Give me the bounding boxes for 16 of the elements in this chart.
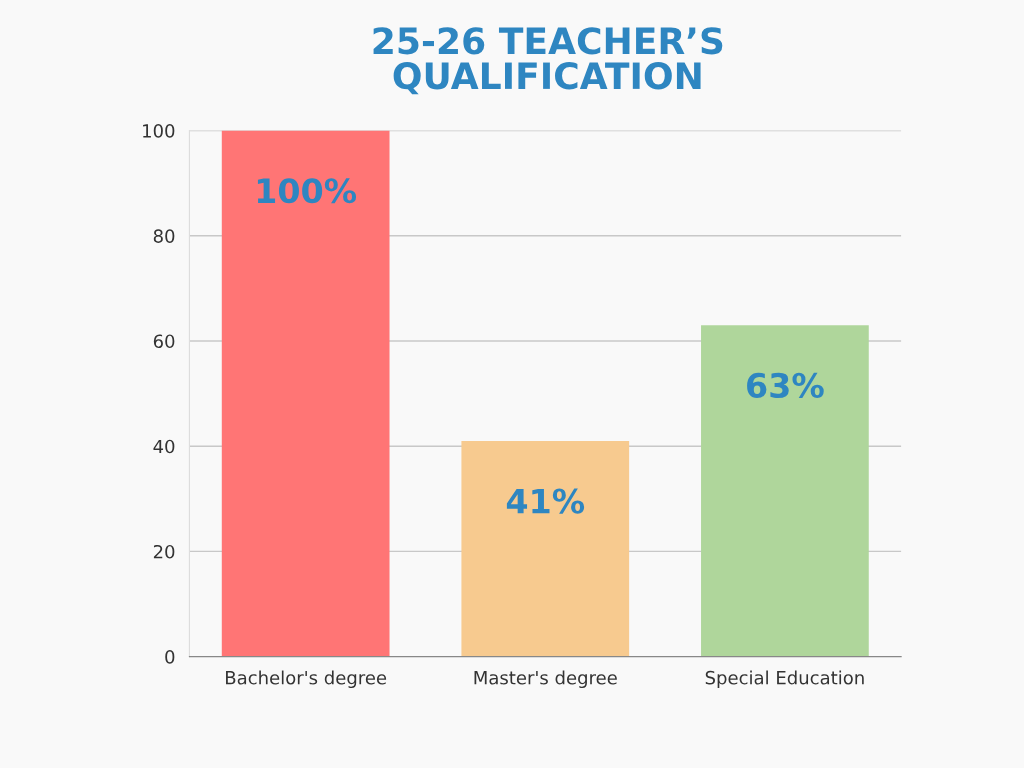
x-tick-label: Master's degree: [474, 670, 617, 688]
bar: [461, 440, 630, 657]
bar: [221, 130, 390, 657]
y-tick-label: 100: [143, 124, 175, 138]
data-label: 63%: [747, 372, 824, 399]
chart-title: 25-26 TEACHER’S QUALIFICATION: [373, 27, 723, 95]
y-tick-label: 60: [153, 334, 175, 349]
y-tick-label: 80: [153, 229, 175, 243]
y-tick-label: 0: [165, 650, 175, 664]
data-label: 41%: [506, 488, 585, 514]
x-tick-label: Bachelor's degree: [226, 670, 387, 688]
data-label: 100%: [257, 178, 357, 204]
y-tick-label: 20: [153, 544, 175, 559]
bar: [701, 325, 869, 657]
x-tick-label: Special Education: [705, 670, 864, 688]
y-tick-label: 40: [153, 439, 175, 454]
